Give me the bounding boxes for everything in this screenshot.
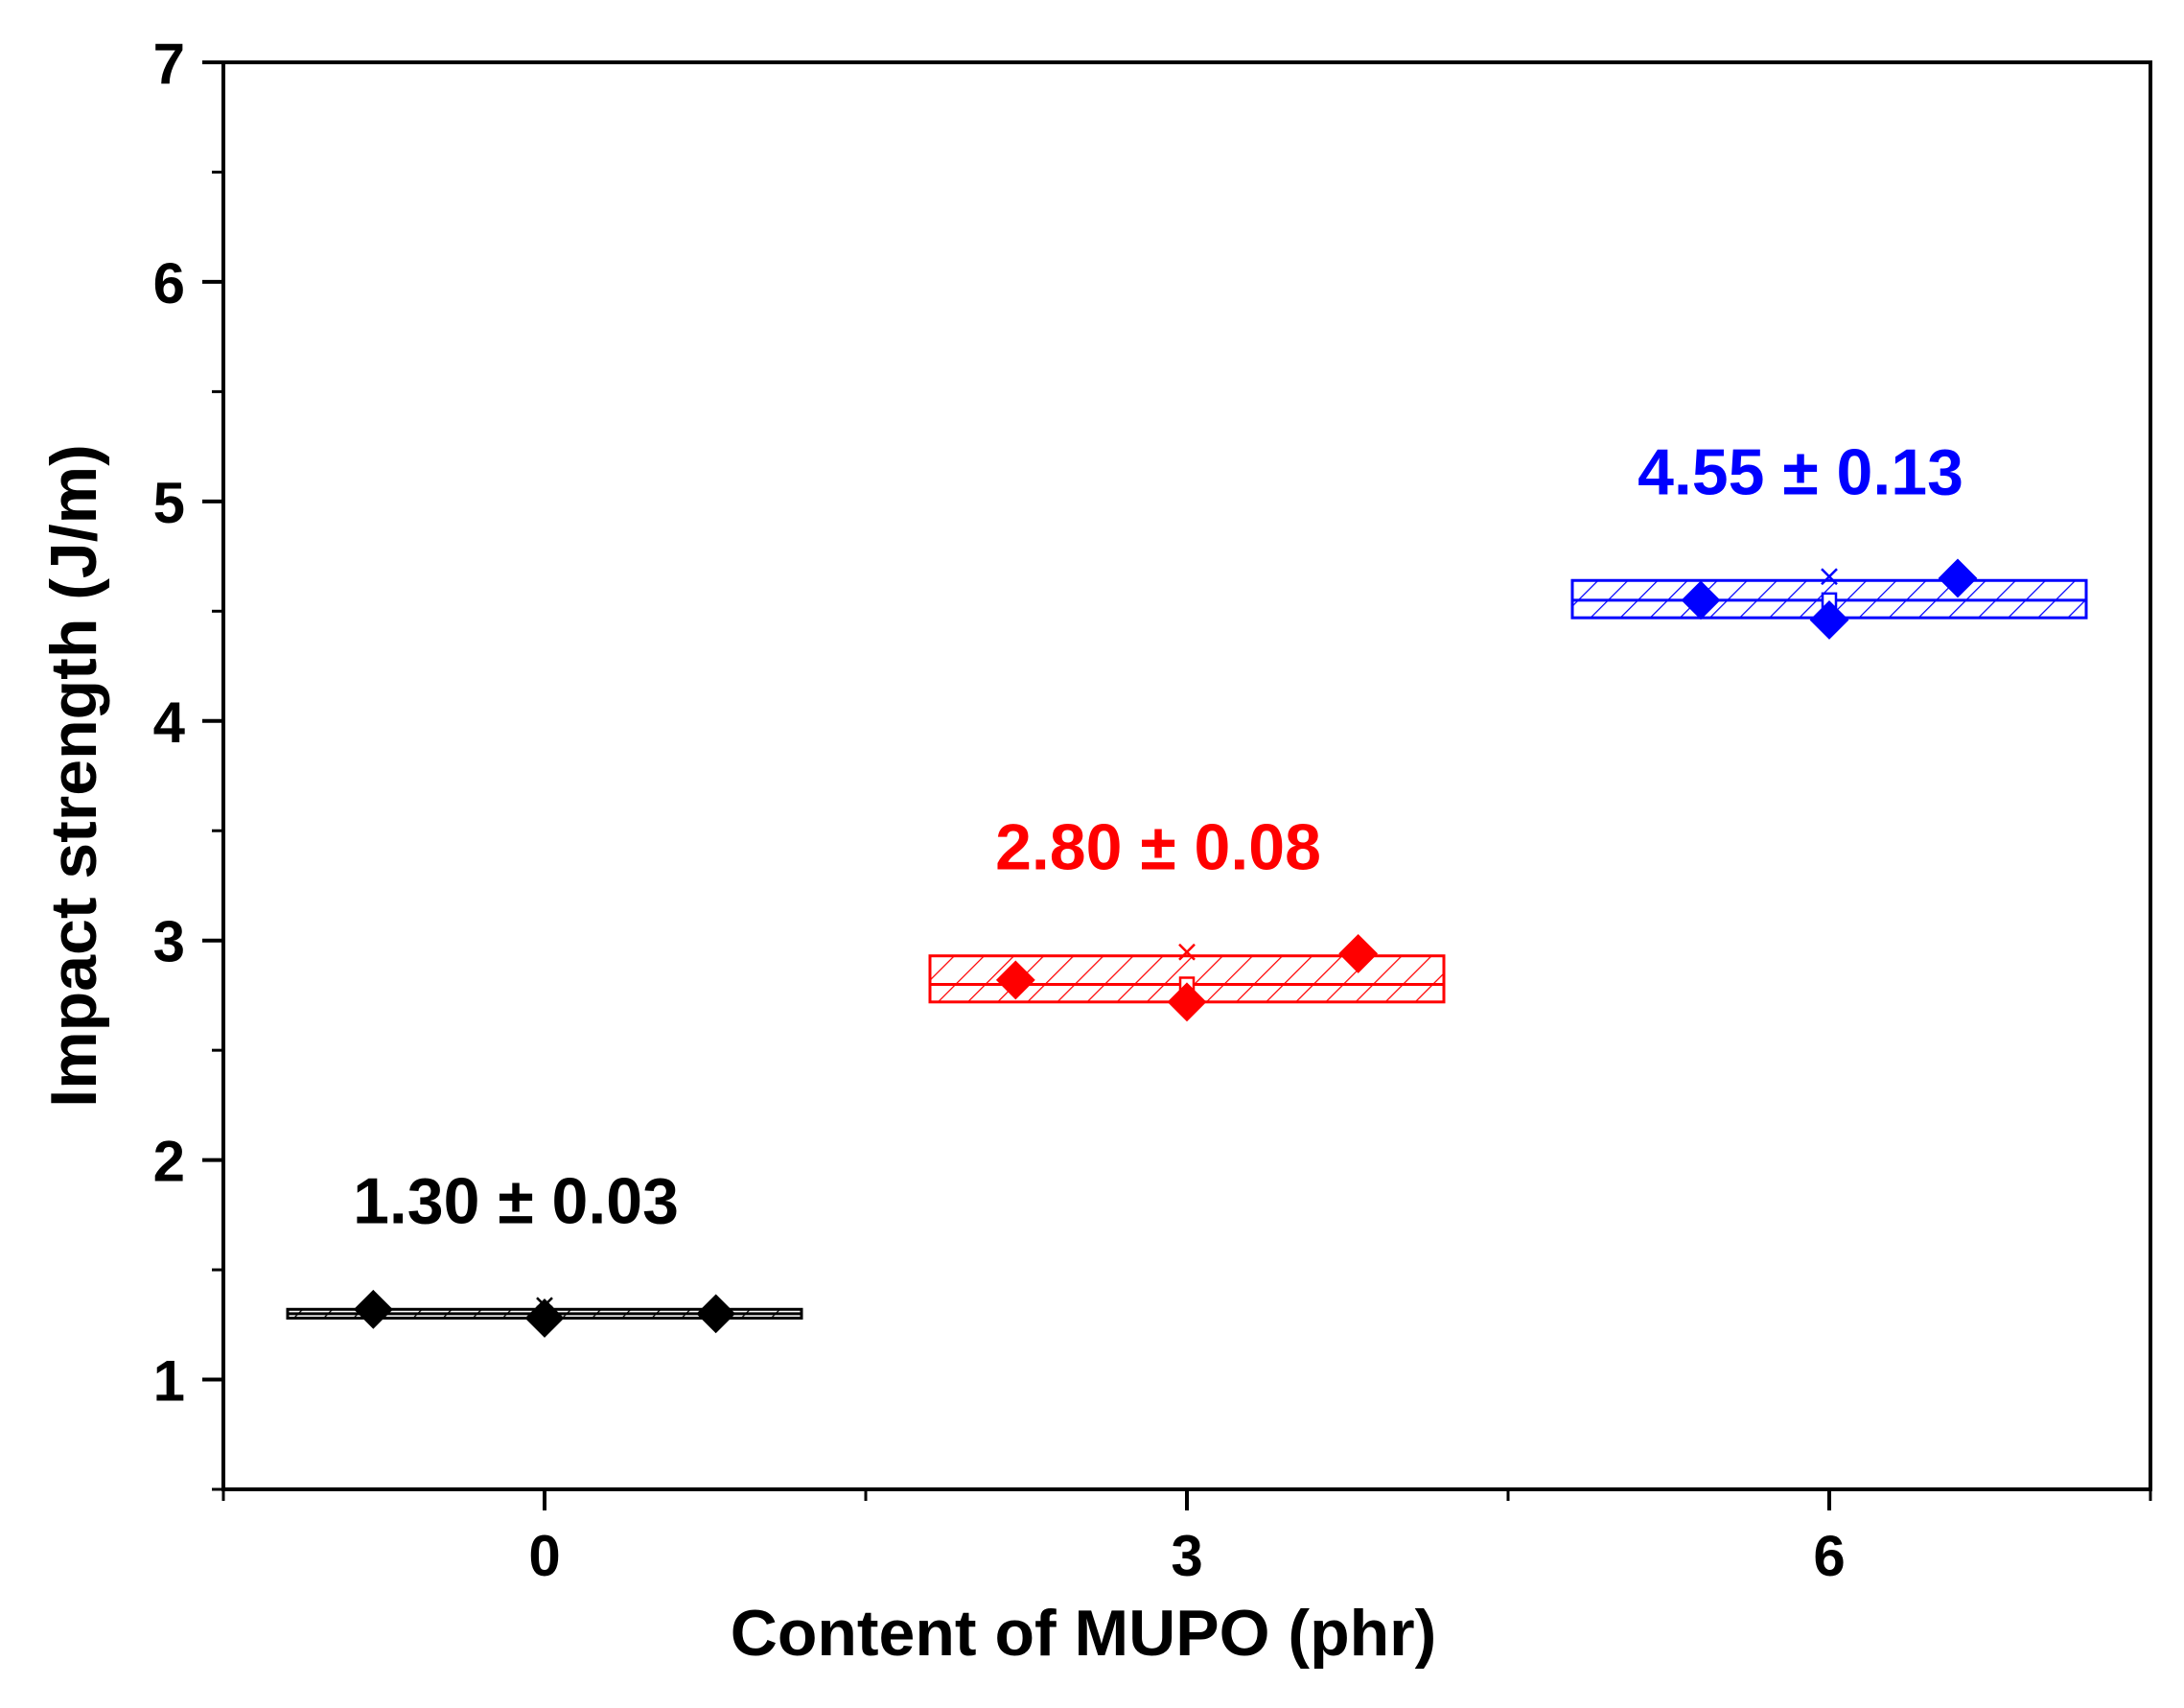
data-point (1167, 982, 1207, 1022)
data-point (1809, 600, 1849, 640)
y-tick-label: 5 (153, 471, 185, 535)
data-point (1938, 558, 1978, 598)
x-tick-label: 6 (1813, 1524, 1845, 1588)
max-marker (1821, 568, 1838, 586)
x-tick-label: 0 (528, 1524, 560, 1588)
data-point (353, 1289, 393, 1329)
data-point (1338, 934, 1379, 973)
data-groups: 1.30 ± 0.03 2.80 ± 0.08 4.55 ± 0.13 (286, 435, 2088, 1338)
y-tick-label: 6 (153, 251, 185, 316)
data-point (696, 1294, 736, 1334)
group-0: 1.30 ± 0.03 (286, 1164, 803, 1338)
y-tick-label: 1 (153, 1349, 185, 1414)
x-axis: 0 3 6 (221, 1489, 2152, 1588)
plot-frame (221, 60, 2152, 1491)
y-axis-title: Impact strength (J/m) (37, 444, 110, 1107)
y-tick-label: 2 (153, 1130, 185, 1194)
data-point (995, 960, 1035, 1000)
y-tick-label: 7 (153, 32, 185, 96)
data-point (524, 1299, 565, 1338)
data-point (1681, 580, 1721, 620)
value-annotation: 2.80 ± 0.08 (995, 811, 1321, 884)
group-3: 2.80 ± 0.08 (928, 811, 1446, 1022)
value-annotation: 4.55 ± 0.13 (1638, 435, 1963, 508)
x-tick-label: 3 (1171, 1524, 1202, 1588)
x-axis-title: Content of MUPO (phr) (731, 1597, 1437, 1670)
y-tick-label: 3 (153, 910, 185, 974)
group-6: 4.55 ± 0.13 (1570, 435, 2088, 640)
max-marker (1178, 943, 1196, 961)
y-tick-label: 4 (153, 690, 186, 755)
y-axis: 1 2 3 4 5 6 7 (153, 32, 223, 1491)
value-annotation: 1.30 ± 0.03 (353, 1164, 679, 1237)
